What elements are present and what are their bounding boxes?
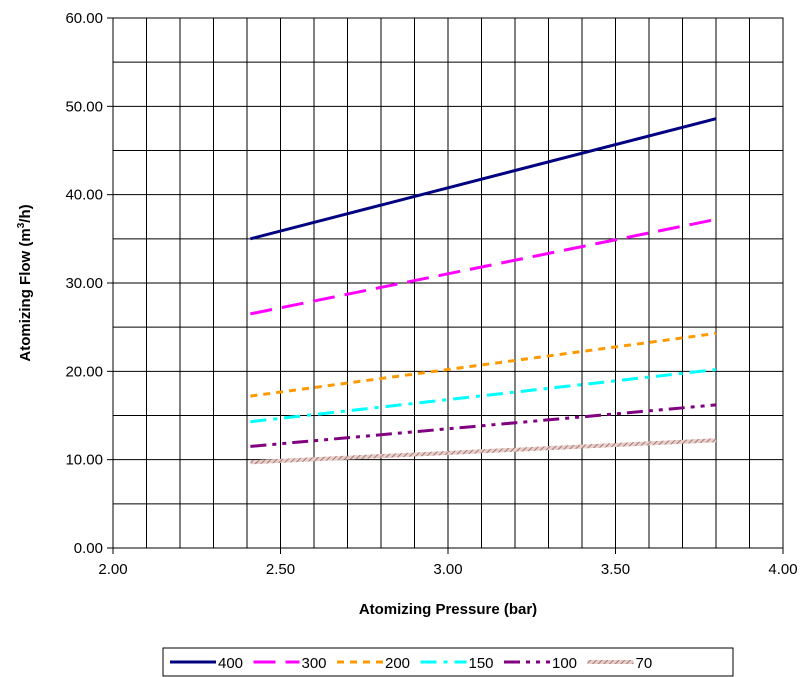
legend-label-150: 150 <box>469 655 494 672</box>
series-line-150 <box>250 368 717 424</box>
y-tick-label: 50.00 <box>65 98 103 115</box>
x-tick-label: 3.50 <box>601 561 630 578</box>
x-tick-label: 3.00 <box>433 561 462 578</box>
y-tick-label: 40.00 <box>65 187 103 204</box>
y-axis-title-sup: 3 <box>16 222 27 228</box>
grid <box>113 18 783 548</box>
y-tick-label: 30.00 <box>65 275 103 292</box>
x-axis-title: Atomizing Pressure (bar) <box>359 601 537 618</box>
y-axis: 0.00 10.00 20.00 30.00 40.00 50.00 60.00 <box>65 10 113 557</box>
y-axis-title-end: /h) <box>17 204 34 222</box>
legend-label-70: 70 <box>636 655 653 672</box>
y-tick-label: 10.00 <box>65 452 103 469</box>
series-line-300 <box>250 217 717 316</box>
legend: 400 300 200 150 100 70 <box>170 655 652 672</box>
series-line-400 <box>250 117 717 241</box>
series-line-200 <box>250 331 717 398</box>
legend-label-400: 400 <box>218 655 243 672</box>
x-tick-label: 4.00 <box>768 561 797 578</box>
y-axis-title: Atomizing Flow (m3/h) <box>16 204 34 361</box>
y-tick-label: 20.00 <box>65 363 103 380</box>
y-tick-label: 60.00 <box>65 10 103 27</box>
series-layer <box>250 117 717 465</box>
legend-label-300: 300 <box>302 655 327 672</box>
y-tick-label: 0.00 <box>74 540 103 557</box>
series-line-100 <box>250 403 717 448</box>
legend-label-100: 100 <box>552 655 577 672</box>
x-tick-label: 2.50 <box>266 561 295 578</box>
x-tick-label: 2.00 <box>98 561 127 578</box>
x-axis: 2.00 2.50 3.00 3.50 4.00 <box>98 548 798 578</box>
series-line-70 <box>250 438 717 465</box>
y-axis-title-main: Atomizing Flow (m <box>17 228 34 361</box>
legend-label-200: 200 <box>385 655 410 672</box>
